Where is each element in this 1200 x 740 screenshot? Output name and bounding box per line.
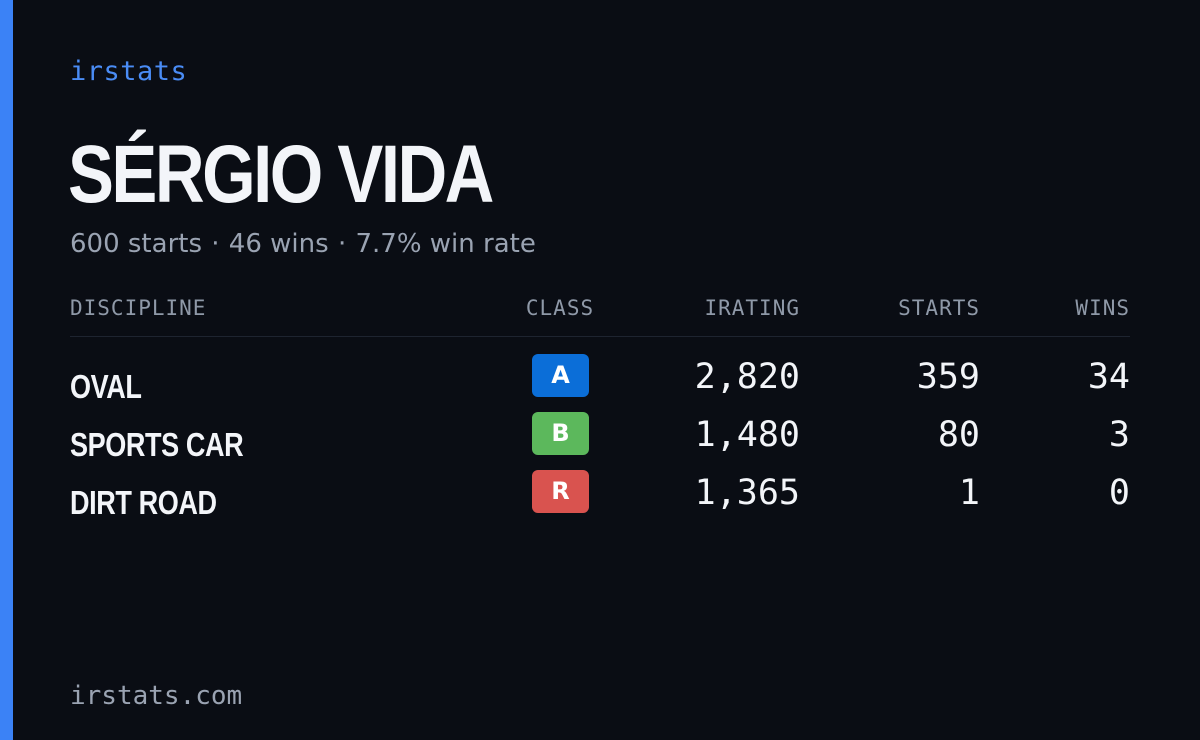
wins-value: 3 [1108, 415, 1130, 455]
header-divider [70, 336, 1130, 337]
starts-value: 1 [958, 473, 980, 513]
starts-value: 359 [916, 357, 980, 397]
header-wins: WINS [1075, 296, 1130, 320]
player-summary: 600 starts · 46 wins · 7.7% win rate [70, 229, 536, 259]
table-row-dirt-road: DIRT ROAD R 1,365 1 0 [70, 470, 1130, 528]
discipline-name: SPORTS CAR [70, 426, 244, 463]
summary-separator: · [211, 229, 220, 259]
header-discipline: DISCIPLINE [70, 296, 207, 320]
starts-value: 80 [937, 415, 980, 455]
table-row-sports-car: SPORTS CAR B 1,480 80 3 [70, 412, 1130, 470]
player-name: SÉRGIO VIDA [68, 129, 494, 220]
discipline-name: OVAL [70, 368, 142, 405]
summary-separator: · [337, 229, 347, 259]
footer-url: irstats.com [70, 681, 243, 711]
summary-starts: 600 starts [70, 229, 202, 259]
brand-logo-text: irstats [70, 56, 188, 87]
class-badge: R [532, 470, 589, 513]
header-class: CLASS [525, 296, 595, 320]
irating-value: 1,365 [694, 473, 800, 513]
discipline-name: DIRT ROAD [70, 484, 217, 521]
class-badge: B [532, 412, 589, 455]
wins-value: 0 [1108, 473, 1130, 513]
summary-wins: 46 wins [228, 229, 329, 259]
irating-value: 2,820 [694, 357, 800, 397]
class-badge: A [532, 354, 589, 397]
accent-bar [0, 0, 13, 740]
header-irating: IRATING [704, 296, 800, 320]
summary-win-rate: 7.7% win rate [355, 229, 536, 259]
irating-value: 1,480 [694, 415, 800, 455]
table-row-oval: OVAL A 2,820 359 34 [70, 354, 1130, 412]
header-starts: STARTS [898, 296, 980, 320]
wins-value: 34 [1087, 357, 1130, 397]
